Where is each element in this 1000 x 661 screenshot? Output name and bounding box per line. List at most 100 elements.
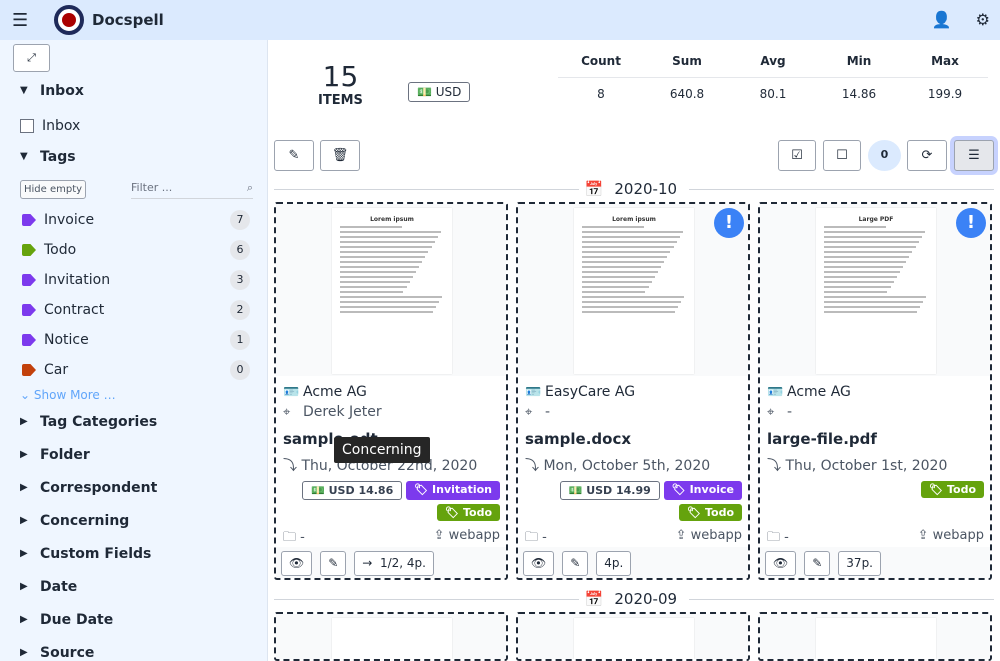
month-header: 📅 2020-10 — [268, 180, 1000, 198]
tags-section-header[interactable]: ▼ Tags — [20, 148, 76, 165]
stat-value: 14.86 — [841, 87, 877, 101]
item-card[interactable]: Large PDF! 🪪 Acme AG ⌖ - large-file.pdf ⤵ … — [758, 202, 992, 580]
sidebar-section-concerning[interactable]: ▶ Concerning — [20, 512, 130, 529]
selected-count-badge: 0 — [868, 140, 901, 171]
select-mode-button[interactable]: ☰ — [954, 140, 994, 171]
next-button[interactable]: → 1/2, 4p. — [354, 551, 434, 576]
edit-item-button[interactable]: ✎ — [804, 551, 831, 576]
tag-icon — [22, 304, 36, 316]
sidebar-section-due-date[interactable]: ▶ Due Date — [20, 611, 114, 628]
tag-label[interactable]: 🏷 Todo — [437, 504, 500, 521]
date-icon: ⤵ — [767, 458, 781, 474]
inbox-checkbox[interactable]: Inbox — [20, 118, 80, 134]
delete-button[interactable]: 🗑 — [320, 140, 360, 171]
main-content: 15 ITEMS 💵 USD Count Sum Avg Min Max 8 640.8 80.… — [268, 40, 1000, 661]
preview-button[interactable]: 👁 — [765, 551, 797, 576]
concerning: ⌖ - — [767, 404, 793, 420]
edit-item-button[interactable]: ✎ — [320, 551, 347, 576]
item-count: 15 ITEMS — [318, 60, 363, 108]
correspondent: 🪪 EasyCare AG — [525, 384, 636, 400]
item-card[interactable] — [274, 612, 508, 661]
stat-value: 8 — [597, 87, 605, 101]
select-none-button[interactable]: ☐ — [823, 140, 861, 171]
amount-label: 💵 USD 14.99 — [559, 481, 660, 500]
edit-item-button[interactable]: ✎ — [562, 551, 589, 576]
search-icon: ⌕ — [246, 181, 253, 194]
caret-right-icon: ▶ — [20, 548, 28, 559]
folder: 🗀 - — [283, 530, 305, 545]
tag-label[interactable]: 🏷 Todo — [921, 481, 984, 498]
date-icon: ⤵ — [525, 458, 539, 474]
document-preview — [518, 614, 748, 659]
caret-down-icon: ▼ — [20, 151, 28, 162]
address-card-icon: 🪪 — [283, 384, 300, 400]
caret-right-icon: ▶ — [20, 647, 28, 658]
source: ⇪ webapp — [433, 528, 500, 543]
docspell-logo — [54, 5, 84, 35]
source: ⇪ webapp — [917, 528, 984, 543]
address-card-icon: 🪪 — [767, 384, 784, 400]
show-more-link[interactable]: ⌄ Show More … — [20, 388, 116, 402]
amount-label: 💵 USD 14.86 — [302, 481, 403, 500]
sidebar: ⤢ ▼ Inbox Inbox ▼ Tags Hide empty Filter .… — [0, 40, 268, 661]
document-preview: Lorem ipsum — [276, 204, 506, 376]
source: ⇪ webapp — [675, 528, 742, 543]
sidebar-tag-contract[interactable]: Contract 2 — [22, 300, 250, 320]
sidebar-tag-notice[interactable]: Notice 1 — [22, 330, 250, 350]
tag-label[interactable]: 🏷 Invoice — [663, 481, 742, 500]
caret-right-icon: ▶ — [20, 416, 28, 427]
sidebar-tag-todo[interactable]: Todo 6 — [22, 240, 250, 260]
correspondent: 🪪 Acme AG — [767, 384, 851, 400]
stat-value: 640.8 — [669, 87, 705, 101]
sidebar-section-source[interactable]: ▶ Source — [20, 644, 95, 661]
tag-icon — [22, 244, 36, 256]
tag-icon — [22, 214, 36, 226]
preview-button[interactable]: 👁 — [281, 551, 313, 576]
select-all-button[interactable]: ☑ — [778, 140, 816, 171]
app-title: Docspell — [92, 11, 164, 29]
sidebar-tag-invitation[interactable]: Invitation 3 — [22, 270, 250, 290]
sidebar-tag-invoice[interactable]: Invoice 7 — [22, 210, 250, 230]
sidebar-section-folder[interactable]: ▶ Folder — [20, 446, 90, 463]
document-preview — [276, 614, 506, 659]
item-card[interactable] — [758, 612, 992, 661]
settings-icon[interactable]: ⚙ — [975, 10, 990, 29]
sidebar-tag-car[interactable]: Car 0 — [22, 360, 250, 380]
correspondent: 🪪 Acme AG — [283, 384, 367, 400]
item-name: large-file.pdf — [767, 430, 877, 448]
caret-right-icon: ▶ — [20, 482, 28, 493]
crosshairs-icon: ⌖ — [283, 404, 291, 420]
summary-stats: Count Sum Avg Min Max 8 640.8 80.1 14.86 199.9 — [558, 54, 988, 101]
tag-filter-input[interactable]: Filter ... ⌕ — [131, 181, 253, 199]
item-card[interactable] — [516, 612, 750, 661]
user-icon[interactable]: 👤 — [931, 10, 952, 29]
address-card-icon: 🪪 — [525, 384, 542, 400]
preview-button[interactable]: 👁 — [523, 551, 555, 576]
sidebar-section-tag-categories[interactable]: ▶ Tag Categories — [20, 413, 158, 430]
menu-icon[interactable]: ☰ — [12, 9, 29, 31]
sidebar-section-correspondent[interactable]: ▶ Correspondent — [20, 479, 158, 496]
tag-label[interactable]: 🏷 Todo — [679, 504, 742, 521]
tag-icon — [22, 274, 36, 286]
item-card[interactable]: Lorem ipsum 🪪 Acme AG ⌖ Derek Jeter sample… — [274, 202, 508, 580]
hide-empty-button[interactable]: Hide empty — [20, 180, 87, 199]
caret-down-icon: ▼ — [20, 85, 28, 96]
stat-value: 80.1 — [759, 87, 787, 101]
document-preview: Lorem ipsum! — [518, 204, 748, 376]
concerning: ⌖ Derek Jeter — [283, 404, 382, 420]
item-card[interactable]: Lorem ipsum! 🪪 EasyCare AG ⌖ - sample.docx… — [516, 202, 750, 580]
sidebar-section-date[interactable]: ▶ Date — [20, 578, 78, 595]
caret-right-icon: ▶ — [20, 515, 28, 526]
inbox-section-header[interactable]: ▼ Inbox — [20, 82, 84, 99]
refresh-button[interactable]: ⟳ — [907, 140, 947, 171]
folder: 🗀 - — [767, 530, 789, 545]
caret-right-icon: ▶ — [20, 581, 28, 592]
sidebar-section-custom-fields[interactable]: ▶ Custom Fields — [20, 545, 152, 562]
stat-header: Max — [931, 54, 959, 68]
expand-button[interactable]: ⤢ — [13, 44, 50, 72]
tag-label[interactable]: 🏷 Invitation — [406, 481, 500, 500]
item-name: sample.docx — [525, 430, 632, 448]
tag-icon — [22, 364, 36, 376]
edit-button[interactable]: ✎ — [274, 140, 314, 171]
concerning: ⌖ - — [525, 404, 551, 420]
